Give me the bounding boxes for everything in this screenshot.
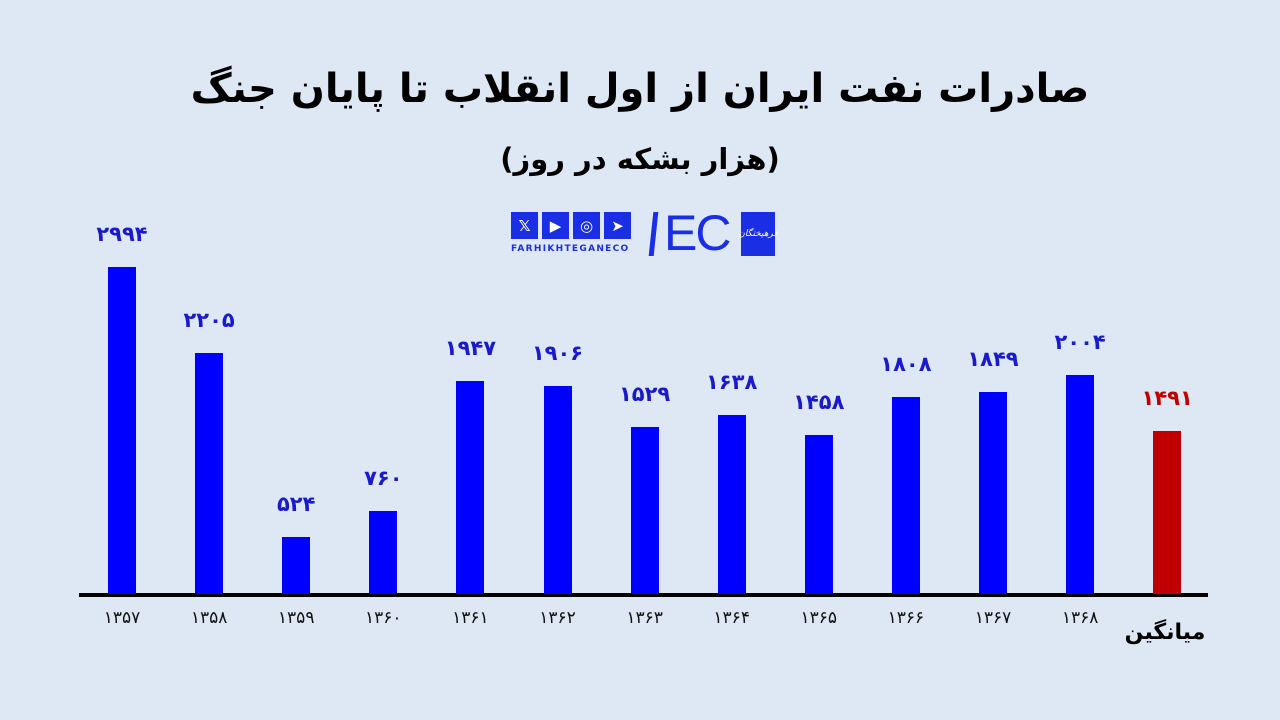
- brand-letters: EC: [664, 205, 731, 261]
- data-bar: [717, 415, 746, 594]
- value-label: ۱۵۲۹: [618, 382, 671, 406]
- brand-name-box: فرهیختگان: [738, 212, 778, 256]
- data-bar: [630, 427, 659, 594]
- data-bar: [108, 267, 136, 594]
- x-tick-label: ۱۳۶۰: [365, 608, 402, 628]
- data-bar: [282, 536, 311, 594]
- data-bar: [1066, 375, 1095, 594]
- value-label: ۱۹۴۷: [444, 336, 497, 361]
- value-label: ۱۹۰۶: [531, 340, 584, 365]
- data-bar: [543, 385, 572, 594]
- instagram-icon[interactable]: ◎: [573, 212, 600, 239]
- average-category-label: میانگین: [1124, 620, 1206, 645]
- x-tick-label: ۱۳۶۷: [974, 608, 1012, 628]
- youtube-icon[interactable]: ▶: [542, 212, 569, 239]
- value-label: ۲۰۰۴: [1054, 330, 1106, 355]
- social-icons: 𝕏 ▶ ◎ ➤: [511, 212, 631, 239]
- x-tick-label: ۱۳۵۸: [190, 608, 228, 628]
- data-bar: [195, 353, 224, 594]
- chart-subtitle: (هزار بشکه در روز): [500, 142, 780, 176]
- chart-title: صادرات نفت ایران از اول انقلاب تا پایان …: [190, 66, 1090, 112]
- value-label: ۲۲۰۵: [183, 308, 235, 333]
- value-label: ۵۲۴: [276, 491, 316, 516]
- data-bar: [979, 392, 1007, 594]
- value-label: ۱۸۴۹: [967, 347, 1019, 372]
- x-tick-label: ۱۳۵۹: [277, 608, 315, 628]
- social-handle: FARHIKHTEGANECO: [511, 244, 630, 254]
- x-icon[interactable]: 𝕏: [511, 212, 538, 239]
- x-tick-label: ۱۳۶۵: [800, 608, 838, 628]
- x-tick-label: ۱۳۵۷: [103, 608, 141, 628]
- value-label: ۱۶۳۸: [706, 370, 758, 395]
- value-label: ۱۴۵۸: [793, 389, 845, 414]
- value-label: ۷۶۰: [364, 465, 403, 490]
- x-tick-label: ۱۳۶۱: [452, 608, 489, 628]
- x-tick-label: ۱۳۶۴: [713, 608, 750, 628]
- brand-logo: 𝕏 ▶ ◎ ➤ FARHIKHTEGANECO EC فرهیختگان: [511, 206, 781, 260]
- value-label: ۱۸۰۸: [880, 351, 932, 376]
- telegram-icon[interactable]: ➤: [604, 212, 631, 239]
- x-tick-label: ۱۳۶۸: [1061, 608, 1099, 628]
- data-bar: [804, 434, 833, 594]
- average-bar: [1153, 431, 1182, 594]
- x-tick-label: ۱۳۶۳: [626, 608, 663, 628]
- x-tick-label: ۱۳۶۲: [539, 608, 576, 628]
- data-bar: [456, 381, 485, 594]
- data-bar: [369, 510, 398, 594]
- value-label: ۲۹۹۴: [96, 222, 148, 246]
- value-label: ۱۴۹۱: [1141, 386, 1193, 411]
- x-axis-line: [79, 593, 1208, 597]
- x-tick-label: ۱۳۶۶: [887, 608, 925, 628]
- data-bar: [891, 396, 920, 594]
